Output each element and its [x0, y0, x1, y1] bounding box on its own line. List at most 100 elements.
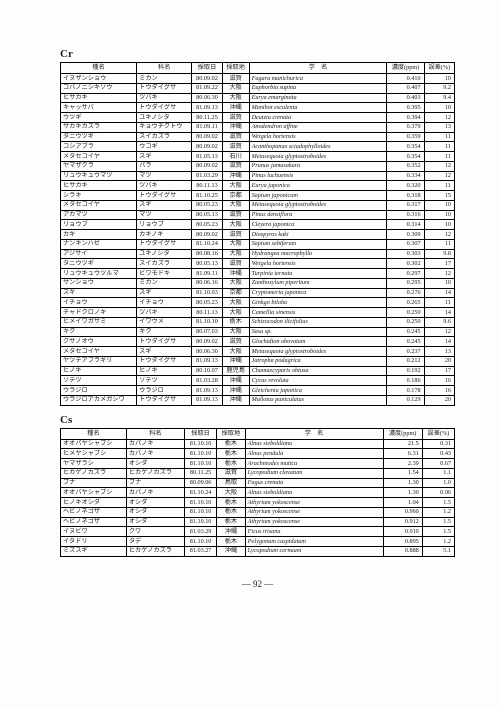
col-header: 科名 — [137, 63, 192, 74]
table-cell: 81.03.29 — [184, 527, 216, 537]
table-cell: チャドクロノキ — [61, 308, 137, 318]
table-row: オオバヤシャブシカバノキ81.10.10栃木Alnus sieboldiana2… — [61, 439, 455, 449]
table-cell: ツバキ — [137, 181, 192, 191]
table-cell: 80.05.13 — [192, 259, 222, 269]
table-cell: 石川 — [222, 152, 249, 162]
table-cell: Ginkgo biloba — [249, 298, 387, 308]
table-cell: 大阪 — [222, 93, 249, 103]
table-row: ヒサカキツバキ80.06.30大阪Eurya emarginata0.4039.… — [61, 93, 455, 103]
table-row: ヒノキヒノキ80.10.07鹿児島Chamaecyparis obtusa0.1… — [61, 366, 455, 376]
table-row: ヘビノネゴザオシダ81.10.10栃木Athyrium yokoscense0.… — [61, 517, 455, 527]
table-cell: 0.895 — [383, 537, 422, 547]
table-cell: 栃木 — [217, 439, 245, 449]
table-cell: 81.10.10 — [192, 317, 222, 327]
table-cell: オシダ — [126, 459, 184, 469]
table-row: リュウキュウマツマツ81.03.29沖縄Pinus luchuensis0.33… — [61, 171, 455, 181]
table-cell: 9.8 — [424, 249, 454, 259]
table-row: サンショウミカン80.06.16大阪Zanthoxylum piperitum0… — [61, 278, 455, 288]
col-header: 誤差(%) — [424, 63, 454, 74]
table-cell: 0.212 — [387, 356, 424, 366]
table-cell: ウツギ — [61, 113, 137, 123]
table-cell: Alnus pendula — [245, 449, 383, 459]
table-cell: ユキノシタ — [137, 249, 192, 259]
table-row: キャッサバトウダイグサ81.09.13沖縄Manihot esculenta0.… — [61, 103, 455, 113]
table-cell: スギ — [137, 288, 192, 298]
table-cell: カキノキ — [137, 230, 192, 240]
table-cell: Lycopodium cernuum — [245, 546, 383, 556]
table-cell: 大阪 — [222, 220, 249, 230]
table-cell: 80.09.02 — [192, 337, 222, 347]
table-cell: Polygonum cuspidatum — [245, 537, 383, 547]
table-cell: 滋賀 — [222, 210, 249, 220]
table-cell: Cycas revoluta — [249, 376, 387, 386]
table-cell: ヒメヤシャブシ — [61, 449, 127, 459]
table-cell: メタセコイヤ — [61, 152, 137, 162]
table-cell: 12 — [424, 327, 454, 337]
table-row: ヒメイワガサミイワウメ81.10.10栃木Schizocodon ilicifo… — [61, 317, 455, 327]
table-cell: ヒノキ — [61, 366, 137, 376]
table-cell: 0.352 — [387, 161, 424, 171]
section-title: Cr — [60, 48, 455, 60]
table-cell: 0.320 — [387, 181, 424, 191]
table-cell: ヤツデアブラギリ — [61, 356, 137, 366]
table-row: ヒサカキツバキ80.11.13大阪Eurya japonica0.32011 — [61, 181, 455, 191]
table-row: オオバヤシャブシカバノキ81.10.24大阪Alnus sieboldiana1… — [61, 488, 455, 498]
table-cell: オシダ — [126, 517, 184, 527]
table-cell: メタセコイヤ — [61, 200, 137, 210]
table-cell: クサノオウ — [61, 337, 137, 347]
table-cell: 栃木 — [217, 517, 245, 527]
table-row: コバノニシキソウトウダイグサ81.09.22大阪Euphorbia supina… — [61, 83, 455, 93]
table-cell: 80.07.03 — [192, 327, 222, 337]
table-cell: 沖縄 — [222, 386, 249, 396]
table-cell: イチョウ — [137, 298, 192, 308]
table-cell: 0.354 — [387, 142, 424, 152]
table-cell: オオバヤシャブシ — [61, 439, 127, 449]
table-cell: 栃木 — [217, 449, 245, 459]
table-cell: Arachniodes mutica — [245, 459, 383, 469]
table-row: リョウブリョウブ80.05.23大阪Cleyera japonica0.3141… — [61, 220, 455, 230]
table-cell: 80.09.02 — [192, 230, 222, 240]
table-cell: タニウツギ — [61, 259, 137, 269]
table-cell: 80.06.16 — [192, 278, 222, 288]
table-cell: 81.09.13 — [192, 103, 222, 113]
col-header: 採取地 — [222, 63, 249, 74]
table-cell: 81.10.10 — [184, 498, 216, 508]
table-row: ヒノキオシダオシダ81.10.10栃木Athyrium yokoscense1.… — [61, 498, 455, 508]
table-cell: 大阪 — [217, 488, 245, 498]
table-cell: 0.394 — [387, 113, 424, 123]
table-row: キクキク80.07.03大阪Sasa sp.0.24512 — [61, 327, 455, 337]
table-cell: 大阪 — [222, 278, 249, 288]
table-cell: 0.186 — [387, 376, 424, 386]
table-cell: Turpinia ternata — [249, 269, 387, 279]
table-cell: Acanthopanax sciadophylloides — [249, 142, 387, 152]
table-cell: タニウツギ — [61, 132, 137, 142]
col-header: 採取日 — [192, 63, 222, 74]
table-cell: ヒカゲノカズラ — [61, 468, 127, 478]
table-cell: 0.354 — [387, 152, 424, 162]
table-cell: サンショウ — [61, 278, 137, 288]
table-cell: リョウブ — [61, 220, 137, 230]
table-cell: 17 — [424, 366, 454, 376]
table-cell: ツバキ — [137, 308, 192, 318]
table-cell: 10 — [424, 200, 454, 210]
table-cell: 20 — [424, 395, 454, 405]
table-cell: 14 — [424, 308, 454, 318]
table-cell: 0.178 — [387, 386, 424, 396]
data-table: 種名科名採取日採取地学 名濃度(ppm)誤差(%)オオバヤシャブシカバノキ81.… — [60, 428, 455, 557]
table-cell: カキ — [61, 230, 137, 240]
table-cell: キク — [61, 327, 137, 337]
table-cell: ウコギ — [137, 142, 192, 152]
table-cell: スギ — [137, 347, 192, 357]
table-cell: 80.09.02 — [192, 142, 222, 152]
table-cell: 9.6 — [424, 317, 454, 327]
table-cell: 栃木 — [217, 498, 245, 508]
table-cell: 16 — [424, 386, 454, 396]
table-row: メタセコイヤスギ80.05.23大阪Metasequoia glyptostro… — [61, 200, 455, 210]
table-cell: Athyrium yokoscense — [245, 507, 383, 517]
table-cell: トウダイグサ — [137, 239, 192, 249]
table-cell: 沖縄 — [222, 395, 249, 405]
table-cell: 栃木 — [217, 507, 245, 517]
table-cell: スギ — [137, 200, 192, 210]
table-cell: 沖縄 — [217, 546, 245, 556]
table-cell: スギ — [61, 288, 137, 298]
